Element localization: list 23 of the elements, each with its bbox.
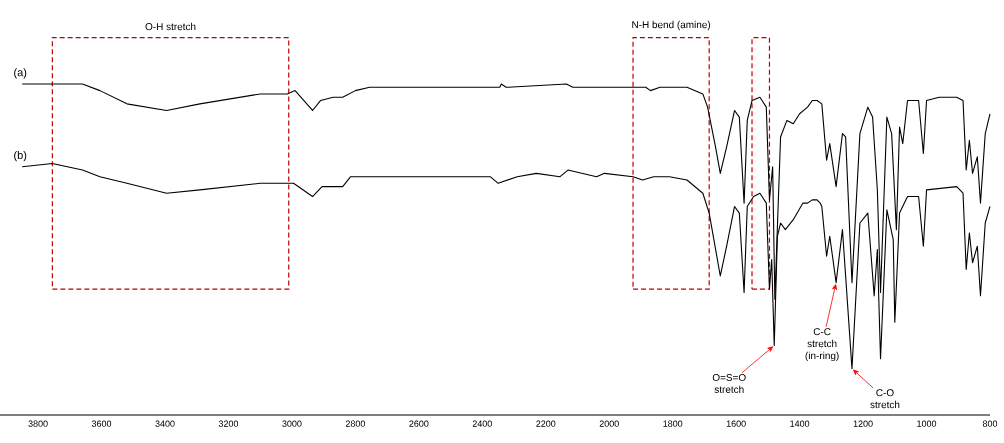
x-tick-label: 1800 bbox=[663, 420, 683, 427]
x-tick-label: 2800 bbox=[345, 420, 365, 427]
x-tick-label: 800 bbox=[982, 420, 998, 427]
x-tick-label: 1200 bbox=[853, 420, 873, 427]
band-label: N-H bend (amine) bbox=[632, 20, 711, 31]
annotation: O=S=O stretch bbox=[712, 373, 746, 393]
x-tick-label: 3800 bbox=[28, 420, 48, 427]
x-tick-label: 2200 bbox=[536, 420, 556, 427]
x-tick-label: 3600 bbox=[91, 420, 112, 427]
x-tick-label: 1600 bbox=[726, 420, 746, 427]
series-label: (a) bbox=[14, 68, 27, 79]
x-tick-label: 2400 bbox=[472, 420, 492, 427]
x-tick-label: 3200 bbox=[218, 420, 239, 427]
x-tick-label: 1400 bbox=[790, 420, 810, 427]
x-tick-label: 3400 bbox=[155, 420, 175, 427]
annotation: C-O stretch bbox=[870, 389, 900, 409]
x-tick-label: 2600 bbox=[409, 420, 429, 427]
x-tick-label: 3000 bbox=[282, 420, 302, 427]
series-label: (b) bbox=[14, 151, 27, 162]
band-label: O-H stretch bbox=[145, 22, 196, 31]
x-tick-label: 2000 bbox=[599, 420, 619, 427]
annotation: C-C stretch (in-ring) bbox=[805, 328, 839, 362]
x-tick-label: 1000 bbox=[917, 420, 937, 427]
